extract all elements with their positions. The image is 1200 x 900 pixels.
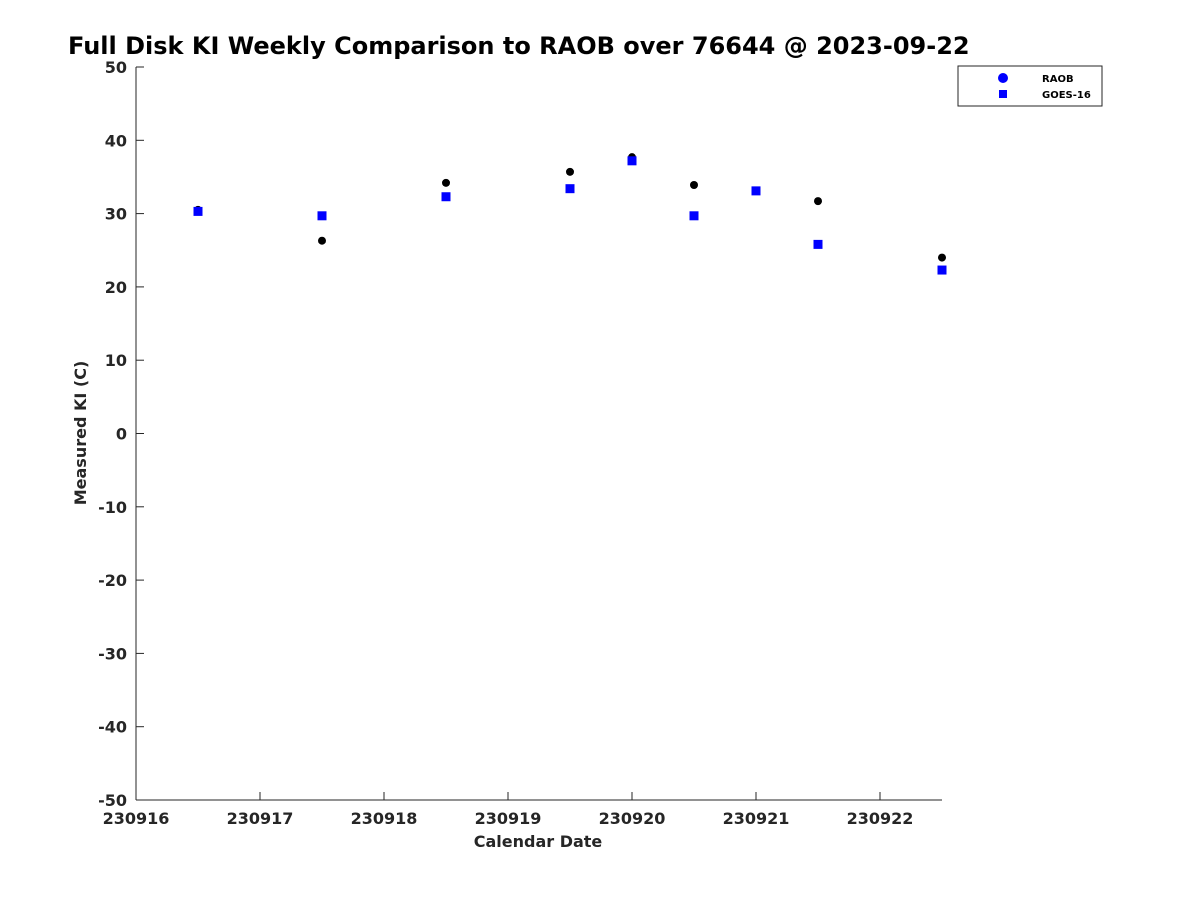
y-tick-label: -50 [98, 791, 127, 810]
x-axis-label: Calendar Date [474, 832, 603, 851]
goes-16-point [565, 184, 575, 194]
axes [135, 67, 942, 801]
legend-label-goes-16: GOES-16 [1042, 90, 1091, 101]
legend-box [957, 65, 1103, 107]
chart-title: Full Disk KI Weekly Comparison to RAOB o… [68, 32, 970, 60]
x-tick-label: 230922 [847, 809, 914, 828]
legend-marker-goes-16 [999, 90, 1007, 98]
y-tick-label: 40 [105, 131, 127, 150]
goes-16-point [441, 192, 451, 202]
ticks: 230916 230917 230918 230919 230920 230921 2309… [98, 58, 913, 828]
goes-16-point [317, 211, 327, 221]
goes-16-point [193, 206, 203, 216]
legend: RAOB GOES-16 [957, 65, 1103, 107]
raob-point [318, 236, 326, 245]
y-axis-label: Measured KI (C) [71, 361, 90, 506]
x-tick-label: 230918 [351, 809, 418, 828]
goes-16-point [627, 156, 637, 166]
raob-point [566, 167, 574, 176]
y-tick-label: 50 [105, 58, 127, 77]
x-tick-label: 230919 [475, 809, 542, 828]
x-tick-label: 230920 [599, 809, 666, 828]
y-tick-label: -10 [98, 498, 127, 517]
x-tick-label: 230917 [227, 809, 294, 828]
goes-16-point [751, 186, 761, 196]
raob-point [814, 197, 822, 206]
y-tick-label: -40 [98, 718, 127, 737]
legend-marker-raob [998, 73, 1008, 83]
raob-point [690, 181, 698, 190]
y-tick-label: -20 [98, 571, 127, 590]
data-points [193, 153, 947, 275]
y-tick-label: 30 [105, 205, 127, 224]
y-tick-label: 20 [105, 278, 127, 297]
x-tick-label: 230916 [103, 809, 170, 828]
raob-point [938, 253, 946, 262]
x-tick-label: 230921 [723, 809, 790, 828]
raob-point [442, 178, 450, 187]
goes-16-point [689, 211, 699, 221]
y-tick-label: 10 [105, 351, 127, 370]
y-tick-label: -30 [98, 644, 127, 663]
goes-16-point [813, 239, 823, 249]
goes-16-point [937, 265, 947, 275]
y-tick-label: 0 [116, 425, 127, 444]
legend-label-raob: RAOB [1042, 74, 1074, 85]
